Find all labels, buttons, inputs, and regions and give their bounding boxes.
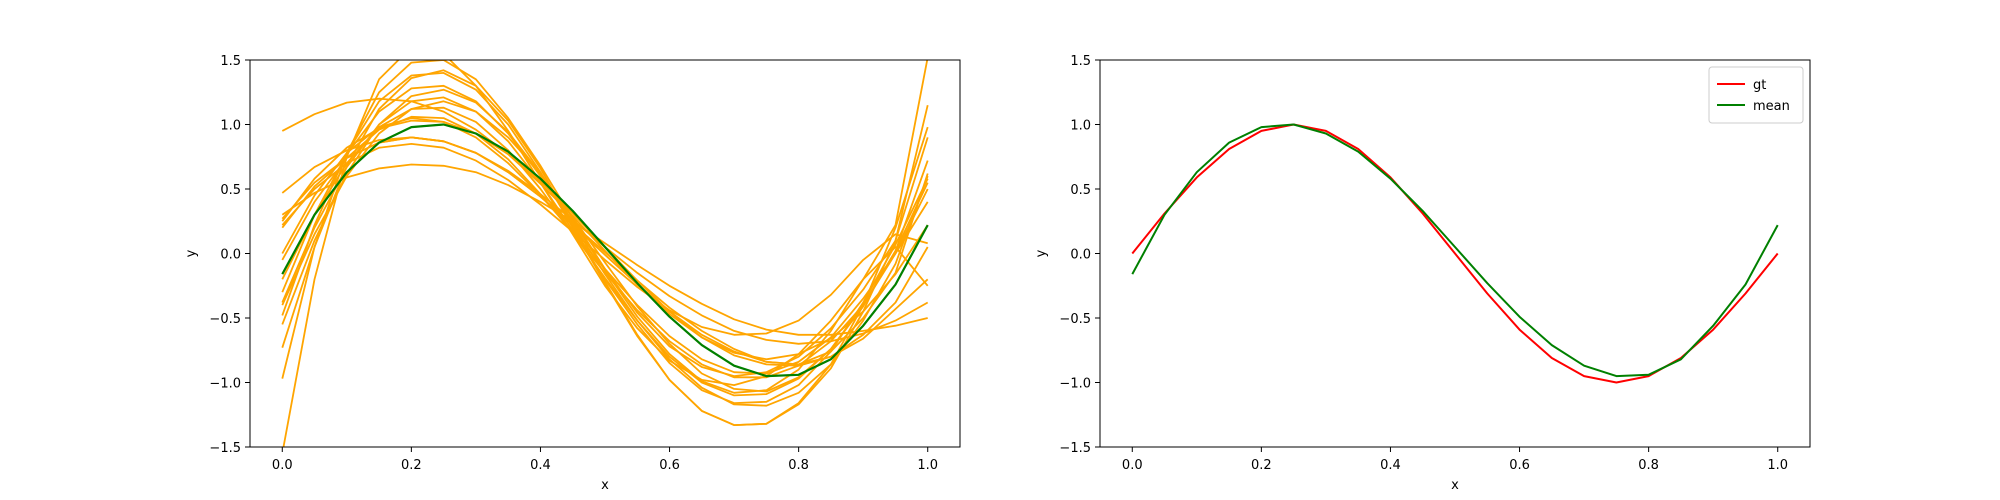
x-tick-label: 0.2 xyxy=(401,458,422,473)
legend-label-mean: mean xyxy=(1753,99,1790,114)
x-tick-label: 1.0 xyxy=(917,458,938,473)
series-line-sample-3 xyxy=(281,46,929,454)
x-tick-label: 0.2 xyxy=(1251,458,1272,473)
series-line-sample-15 xyxy=(281,88,929,394)
series-line-sample-13 xyxy=(281,69,929,427)
x-tick-label: 0.4 xyxy=(1380,458,1401,473)
y-axis-label: y xyxy=(1034,249,1049,257)
x-axis-label: x xyxy=(601,478,609,493)
y-tick-label: −1.0 xyxy=(1059,377,1091,392)
x-tick-label: 0.4 xyxy=(530,458,551,473)
series-line-mean xyxy=(281,123,929,378)
series-line-sample-19 xyxy=(281,96,929,405)
x-axis-label: x xyxy=(1451,478,1459,493)
y-tick-label: −1.5 xyxy=(209,441,241,456)
y-tick-label: 1.5 xyxy=(1070,54,1091,69)
series-line-mean xyxy=(1131,123,1779,378)
y-tick-label: 0.5 xyxy=(220,183,241,198)
x-tick-label: 0.8 xyxy=(1638,458,1659,473)
x-tick-label: 0.0 xyxy=(1122,458,1143,473)
series-line-sample-6 xyxy=(281,163,928,336)
plot-mask-bottom xyxy=(130,447,1080,500)
series-line-sample-17 xyxy=(281,115,929,379)
chart-panel-2: 0.0 0.2 0.4 0.6 0.8 1.0 −1.5 −1.0 −0.5 0.0 0.5 1.0 1… xyxy=(980,0,1930,500)
series-line-sample-7 xyxy=(281,142,928,336)
y-tick-label: −1.5 xyxy=(1059,441,1091,456)
y-tick-label: 0.5 xyxy=(1070,183,1091,198)
y-tick-label: 0.0 xyxy=(220,248,241,263)
y-tick-label: −0.5 xyxy=(209,312,241,327)
plot-mask-top xyxy=(130,0,1080,60)
chart-panel-1: 0.0 0.2 0.4 0.6 0.8 1.0 −1.5 −1.0 −0.5 0.0 0.5 1.0 1… xyxy=(130,0,1080,500)
legend-label-gt: gt xyxy=(1753,78,1766,93)
plot-mask-top xyxy=(980,0,1930,60)
series-group xyxy=(281,46,929,454)
y-tick-label: 1.5 xyxy=(220,54,241,69)
legend: gt mean xyxy=(1708,66,1804,124)
y-axis-label: y xyxy=(184,249,199,257)
x-tick-label: 1.0 xyxy=(1767,458,1788,473)
series-line-sample-16 xyxy=(281,136,929,366)
y-tick-label: 0.0 xyxy=(1070,248,1091,263)
series-group xyxy=(1131,123,1779,384)
x-tick-label: 0.0 xyxy=(272,458,293,473)
y-tick-label: 1.0 xyxy=(1070,119,1091,134)
x-tick-label: 0.6 xyxy=(659,458,680,473)
x-tick-label: 0.8 xyxy=(788,458,809,473)
plot-mask-bottom xyxy=(980,447,1930,500)
y-tick-label: −0.5 xyxy=(1059,312,1091,327)
legend-box xyxy=(1708,66,1804,124)
y-tick-label: −1.0 xyxy=(209,377,241,392)
x-tick-label: 0.6 xyxy=(1509,458,1530,473)
y-tick-label: 1.0 xyxy=(220,119,241,134)
